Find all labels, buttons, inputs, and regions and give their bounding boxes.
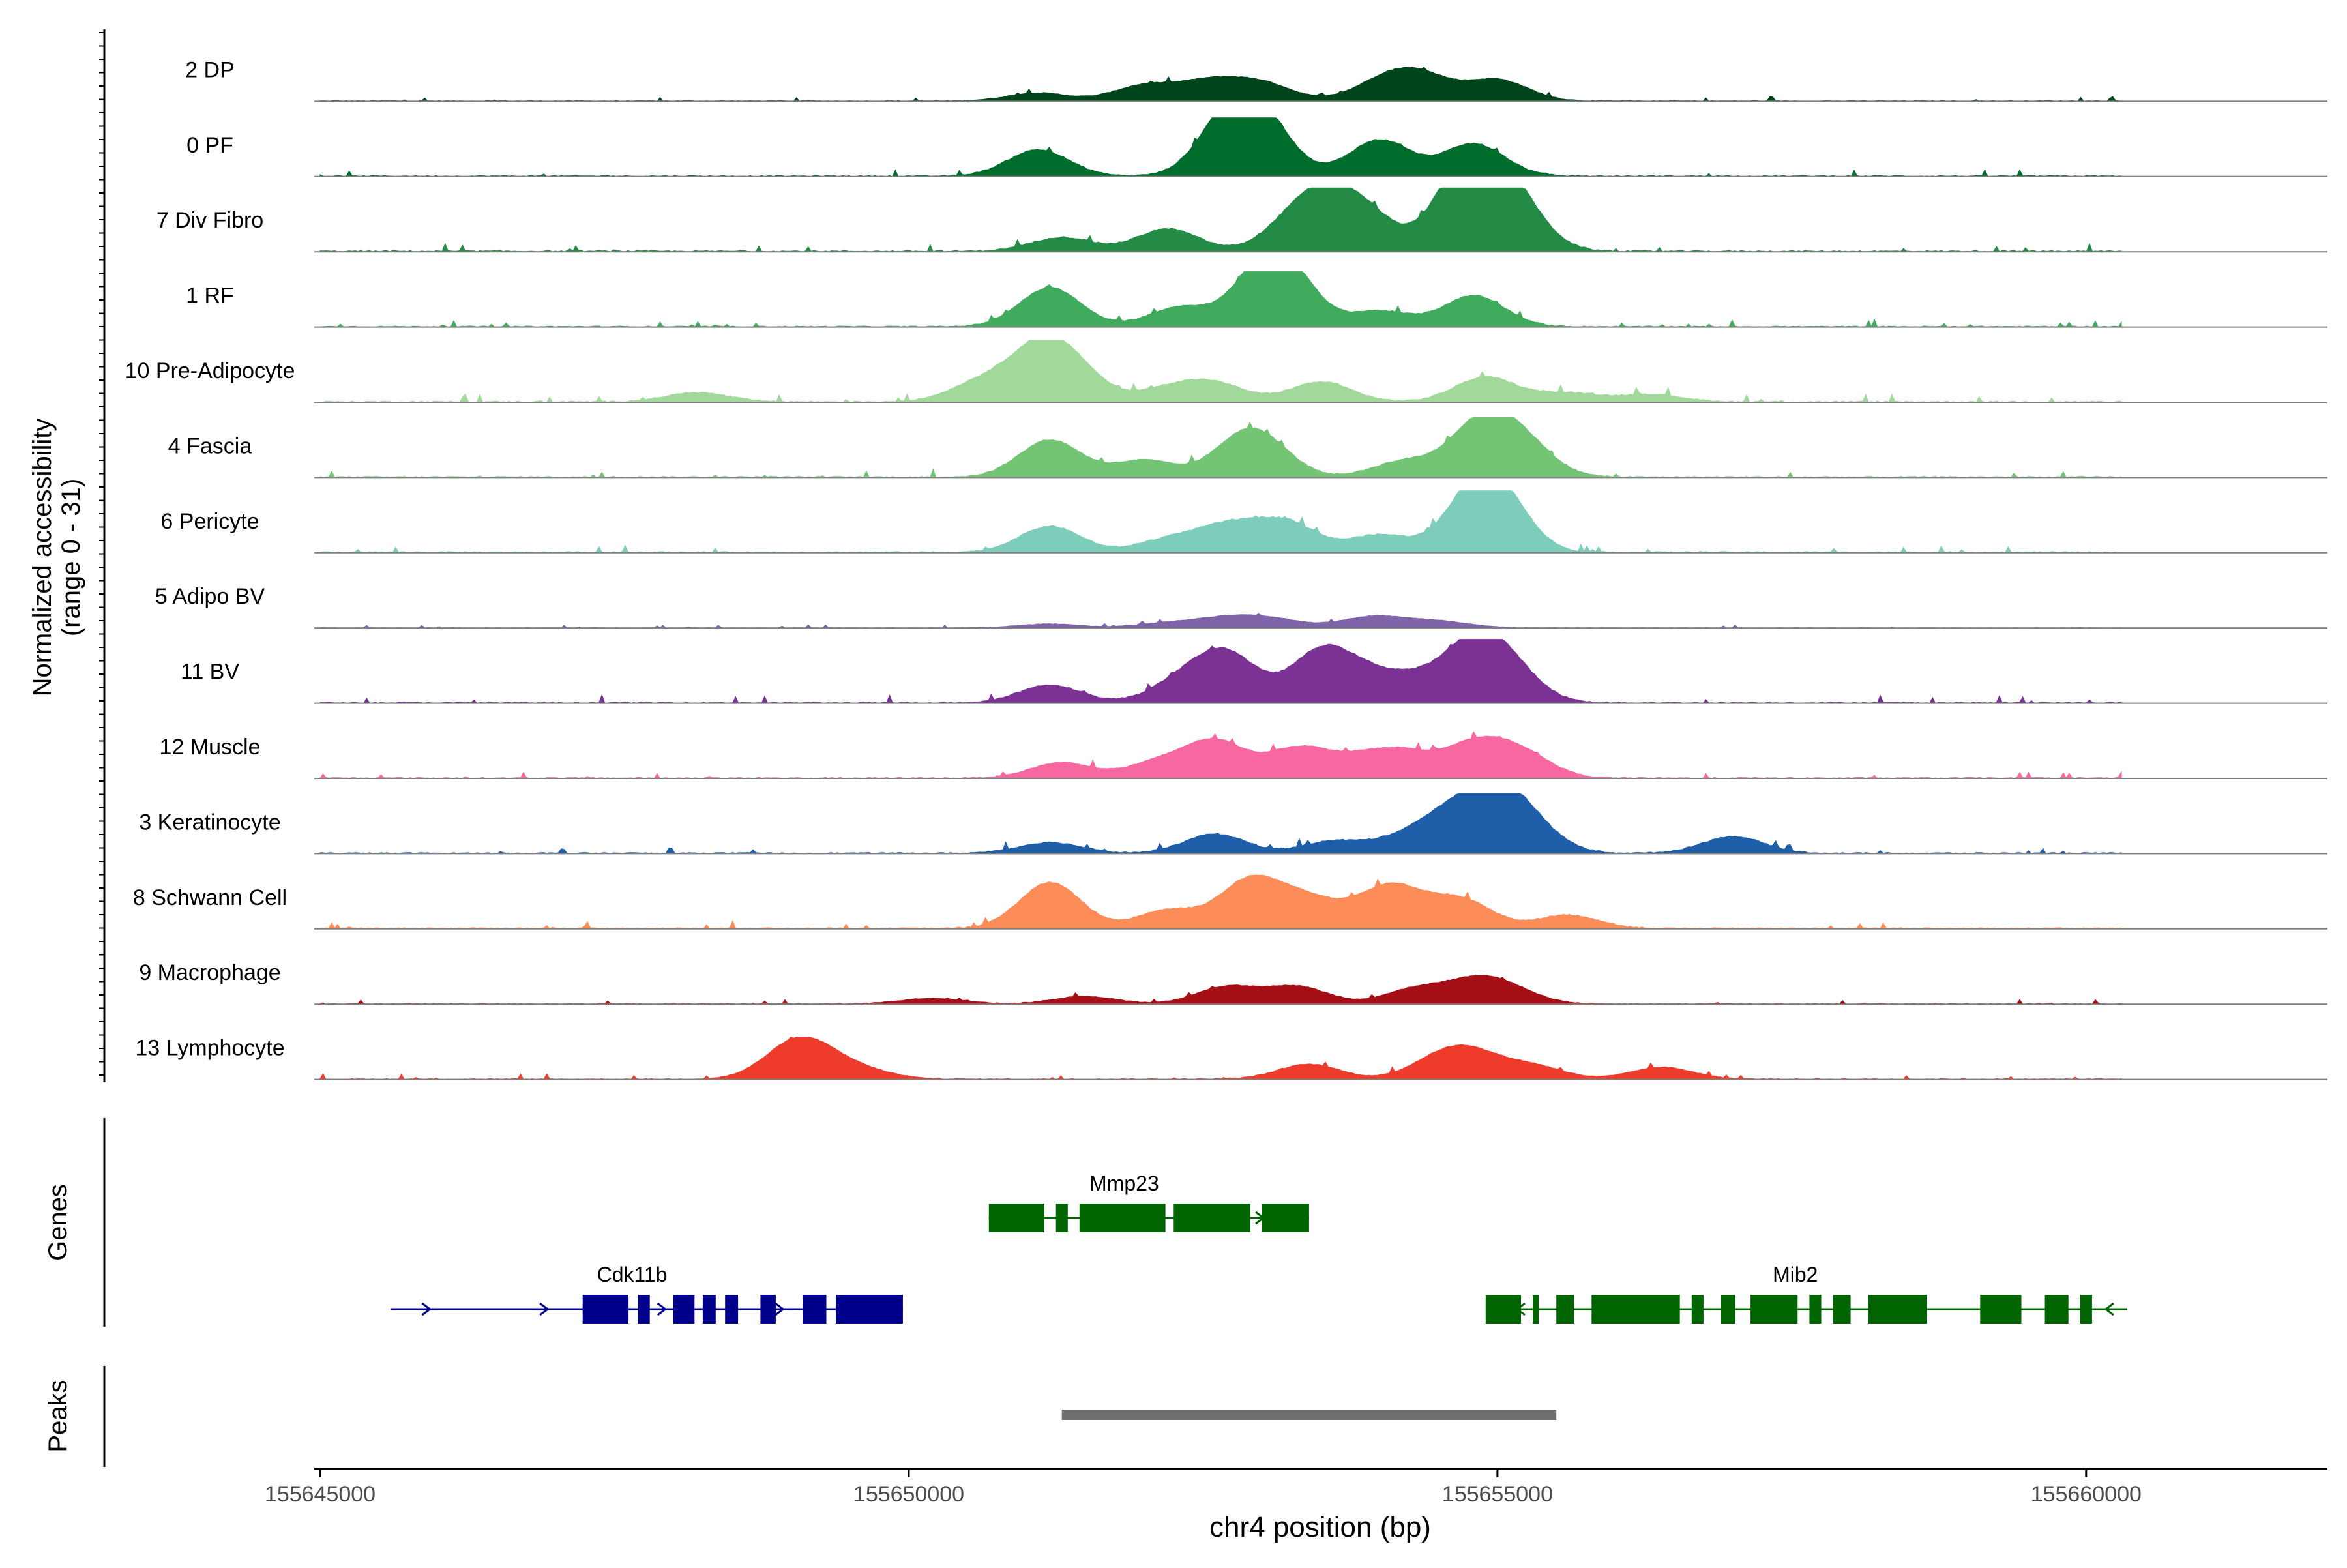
x-axis: 155645000 155650000 155655000 155660000: [265, 1468, 2327, 1507]
gene-exon-2-3: [1591, 1295, 1680, 1324]
track-2: 7 Div Fibro: [156, 187, 2327, 253]
gene-exon-0-3: [1174, 1204, 1250, 1232]
gene-exon-2-0: [1485, 1295, 1521, 1324]
track-area-10: [319, 793, 2122, 854]
track-area-4: [319, 340, 2122, 403]
gene-exon-0-2: [1079, 1204, 1166, 1232]
gene-strand-arrow-1: [421, 1302, 432, 1316]
track-area-0: [319, 67, 2122, 102]
track-0: 2 DP: [185, 57, 2327, 102]
track-area-3: [319, 271, 2122, 328]
gene-Mib2: Mib2: [1485, 1263, 2128, 1324]
gene-exon-1-7: [836, 1295, 903, 1324]
track-area-8: [319, 639, 2122, 704]
peak-region-0: [1061, 1410, 1557, 1420]
x-tick-label-3: 155660000: [2031, 1482, 2142, 1507]
gene-exon-2-8: [1833, 1295, 1851, 1324]
y-axis-label-line1: Normalized accessibility: [28, 419, 57, 697]
track-5: 4 Fascia: [168, 417, 2327, 479]
gene-exon-2-10: [1980, 1295, 2022, 1324]
gene-exon-2-6: [1750, 1295, 1798, 1324]
track-6: 6 Pericyte: [160, 490, 2327, 554]
track-area-7: [319, 612, 2122, 629]
y-axis-label-line2: (range 0 - 31): [57, 479, 85, 636]
track-12: 9 Macrophage: [139, 960, 2327, 1005]
track-label-12: 9 Macrophage: [139, 960, 280, 985]
track-label-11: 8 Schwann Cell: [133, 885, 287, 910]
track-label-1: 0 PF: [186, 133, 233, 158]
x-tick-label-2: 155655000: [1442, 1482, 1553, 1507]
track-13: 13 Lymphocyte: [135, 1036, 2327, 1080]
track-area-11: [319, 874, 2122, 930]
gene-exon-2-1: [1533, 1295, 1539, 1324]
accessibility-tracks: 2 DP 0 PF 7 Div Fibro 1 RF 10 Pre-Adipocyte 4…: [125, 57, 2327, 1080]
track-label-5: 4 Fascia: [168, 434, 252, 458]
gene-exon-2-4: [1691, 1295, 1704, 1324]
gene-exon-1-4: [725, 1295, 739, 1324]
gene-exon-2-5: [1721, 1295, 1735, 1324]
gene-exon-1-2: [673, 1295, 695, 1324]
track-area-13: [319, 1037, 2122, 1080]
track-area-5: [319, 417, 2122, 478]
track-10: 3 Keratinocyte: [139, 793, 2327, 855]
track-7: 5 Adipo BV: [155, 584, 2327, 629]
gene-exon-0-0: [988, 1204, 1044, 1232]
peaks-panel-label: Peaks: [44, 1380, 72, 1452]
track-label-13: 13 Lymphocyte: [135, 1036, 284, 1061]
track-label-0: 2 DP: [185, 57, 235, 82]
gene-exon-1-3: [702, 1295, 716, 1324]
gene-exon-2-2: [1556, 1295, 1574, 1324]
gene-exon-1-1: [638, 1295, 650, 1324]
track-11: 8 Schwann Cell: [133, 874, 2327, 930]
gene-strand-arrow-1: [539, 1302, 550, 1316]
track-label-2: 7 Div Fibro: [156, 208, 263, 233]
track-label-9: 12 Muscle: [160, 735, 261, 760]
track-3: 1 RF: [186, 271, 2327, 328]
gene-exon-1-0: [582, 1295, 629, 1324]
gene-label-1: Cdk11b: [597, 1263, 668, 1286]
gene-strand-arrow-2: [2104, 1302, 2114, 1316]
peaks-panel: [1061, 1410, 1557, 1420]
gene-Cdk11b: Cdk11b: [391, 1263, 903, 1324]
gene-strand-arrow-1: [657, 1302, 668, 1316]
track-label-3: 1 RF: [186, 284, 234, 308]
left-axes: [99, 29, 106, 1467]
track-label-7: 5 Adipo BV: [155, 584, 265, 609]
track-label-10: 3 Keratinocyte: [139, 810, 280, 835]
gene-exon-2-9: [1868, 1295, 1927, 1324]
track-9: 12 Muscle: [160, 731, 2327, 779]
track-1: 0 PF: [186, 117, 2327, 177]
track-label-8: 11 BV: [181, 660, 239, 685]
x-axis-title: chr4 position (bp): [1209, 1511, 1431, 1543]
track-label-4: 10 Pre-Adipocyte: [125, 359, 295, 383]
gene-exon-2-12: [2080, 1295, 2092, 1324]
gene-exon-2-7: [1809, 1295, 1822, 1324]
track-area-9: [319, 731, 2122, 779]
gene-label-2: Mib2: [1773, 1263, 1818, 1286]
gene-exon-0-4: [1262, 1204, 1309, 1232]
gene-strand-arrow-1: [775, 1302, 785, 1316]
track-4: 10 Pre-Adipocyte: [125, 340, 2327, 403]
genes-panel-label: Genes: [44, 1184, 72, 1261]
gene-exon-2-11: [2044, 1295, 2069, 1324]
gene-exon-1-6: [803, 1295, 827, 1324]
track-area-1: [319, 117, 2122, 177]
track-area-6: [319, 490, 2122, 554]
gene-exon-0-1: [1055, 1204, 1068, 1232]
track-area-12: [319, 975, 2122, 1005]
track-area-2: [319, 187, 2122, 252]
track-8: 11 BV: [181, 639, 2327, 704]
x-tick-label-0: 155645000: [265, 1482, 376, 1507]
track-label-6: 6 Pericyte: [160, 509, 259, 534]
gene-exon-1-5: [760, 1295, 776, 1324]
gene-Mmp23: Mmp23: [988, 1172, 1309, 1232]
genes-panel: Mmp23 Cdk11b Mib2: [391, 1172, 2128, 1324]
x-tick-label-1: 155650000: [853, 1482, 964, 1507]
gene-label-0: Mmp23: [1089, 1172, 1159, 1195]
